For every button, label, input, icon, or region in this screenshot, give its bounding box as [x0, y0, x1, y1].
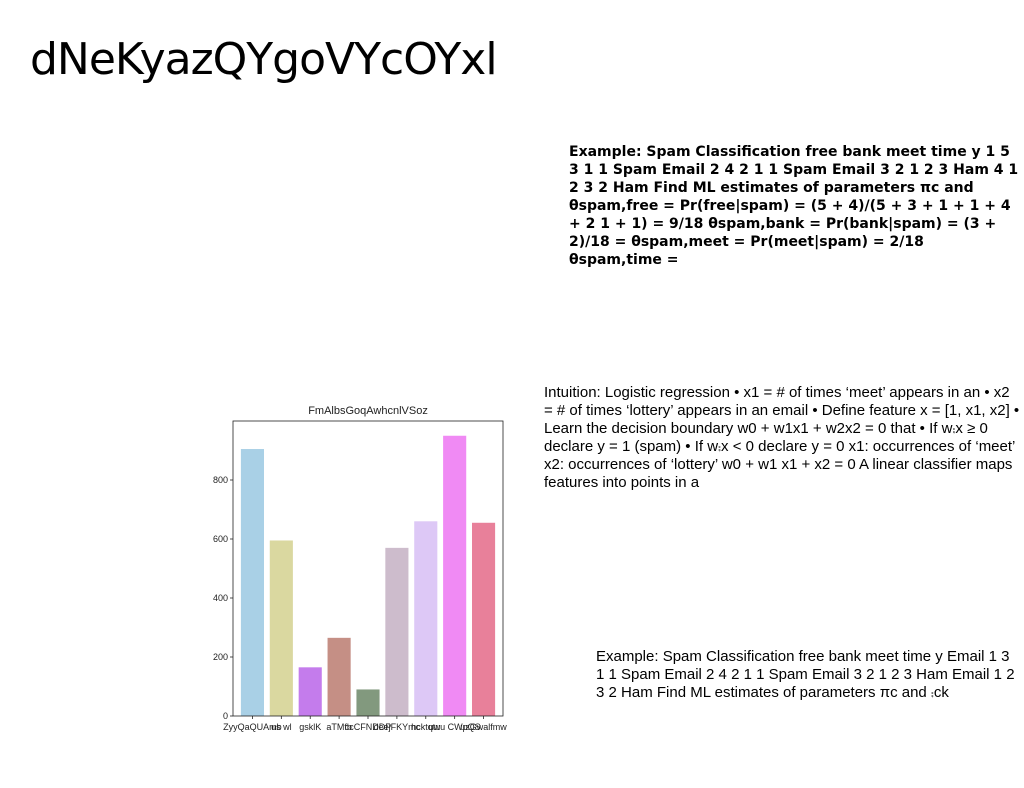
example-paragraph: Example: Spam Classification free bank m…: [596, 648, 1015, 701]
slide-title: dNeKyazQYgoVYcOYxl: [30, 34, 498, 85]
x-tick-label-4: ccCFNDDP: [345, 722, 392, 732]
y-tick-label-0: 0: [223, 711, 228, 721]
x-tick-label-1: us wl: [271, 722, 292, 732]
x-tick-label-6: hcktqtu: [411, 722, 440, 732]
bar-3: [327, 637, 351, 716]
y-tick-label-2: 400: [213, 593, 228, 603]
y-tick-label-3: 600: [213, 534, 228, 544]
bar-7: [443, 435, 467, 716]
x-tick-label-7: uwu CWpQS: [429, 722, 481, 732]
bar-0: [240, 449, 264, 716]
bar-6: [414, 521, 438, 716]
x-tick-label-5: deejFKYmc: [374, 722, 421, 732]
bar-2: [298, 667, 322, 716]
intuition-paragraph: Intuition: Logistic regression • x1 = # …: [544, 384, 1020, 491]
x-tick-label-0: ZyyQaQUAmb: [223, 722, 282, 732]
x-tick-label-3: aTMfb: [326, 722, 352, 732]
bar-chart: FmAlbsGoqAwhcnlVSoz ZyyQaQUAmb us wl gsklK…: [200, 398, 510, 743]
bar-4: [356, 689, 380, 716]
y-tick-label-1: 200: [213, 652, 228, 662]
x-tick-label-8: uzGwalfmw: [460, 722, 507, 732]
bar-8: [472, 522, 496, 716]
bar-5: [385, 547, 409, 716]
bar-1: [269, 540, 293, 716]
chart-title: FmAlbsGoqAwhcnlVSoz: [308, 405, 428, 417]
x-tick-label-2: gsklK: [299, 722, 321, 732]
y-tick-label-4: 800: [213, 475, 228, 485]
bold-paragraph: Example: Spam Classification free bank m…: [569, 144, 1019, 268]
